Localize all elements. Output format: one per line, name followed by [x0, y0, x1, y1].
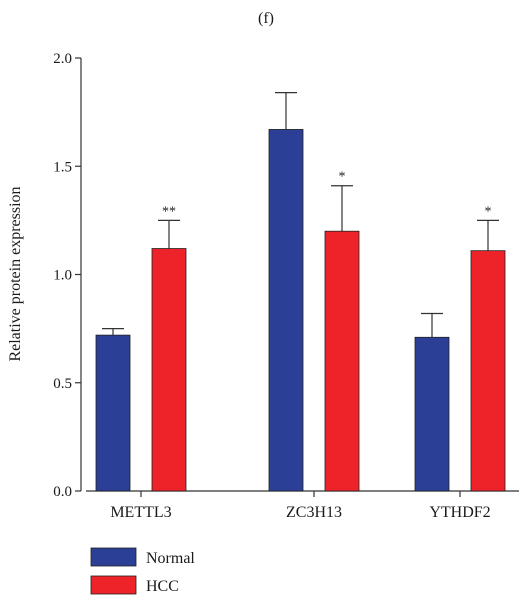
significance-label: *	[339, 170, 346, 185]
x-tick-label: YTHDF2	[429, 504, 490, 521]
bar-normal-mettl3	[95, 334, 131, 492]
y-tick-label: 2.0	[53, 51, 72, 67]
y-axis: 0.0 0.5 1.0 1.5 2.0	[53, 51, 82, 500]
bar-normal-ythdf2	[414, 336, 450, 492]
bar-hcc-ythdf2	[470, 250, 506, 492]
legend-swatch-normal	[90, 547, 137, 567]
chart-title: (f)	[258, 10, 274, 27]
y-tick-label: 1.5	[53, 159, 72, 175]
y-tick-label: 0.0	[53, 484, 72, 500]
y-axis-label: Relative protein expression	[7, 186, 24, 361]
legend-label-normal: Normal	[146, 550, 195, 567]
legend: Normal HCC	[90, 547, 195, 595]
bar-hcc-zc3h13	[324, 230, 360, 492]
x-axis: METTL3 ZC3H13 YTHDF2	[86, 490, 519, 521]
x-tick-label: METTL3	[110, 504, 171, 521]
y-tick-label: 0.5	[53, 376, 72, 392]
legend-label-hcc: HCC	[146, 578, 179, 595]
bar-normal-zc3h13	[268, 129, 304, 492]
x-tick-label: ZC3H13	[286, 504, 342, 521]
bar-series-group: ****	[95, 92, 506, 492]
y-tick-label: 1.0	[53, 268, 72, 284]
significance-label: **	[162, 204, 176, 219]
significance-label: *	[485, 204, 492, 219]
legend-swatch-hcc	[90, 575, 137, 595]
bar-hcc-mettl3	[151, 248, 187, 492]
